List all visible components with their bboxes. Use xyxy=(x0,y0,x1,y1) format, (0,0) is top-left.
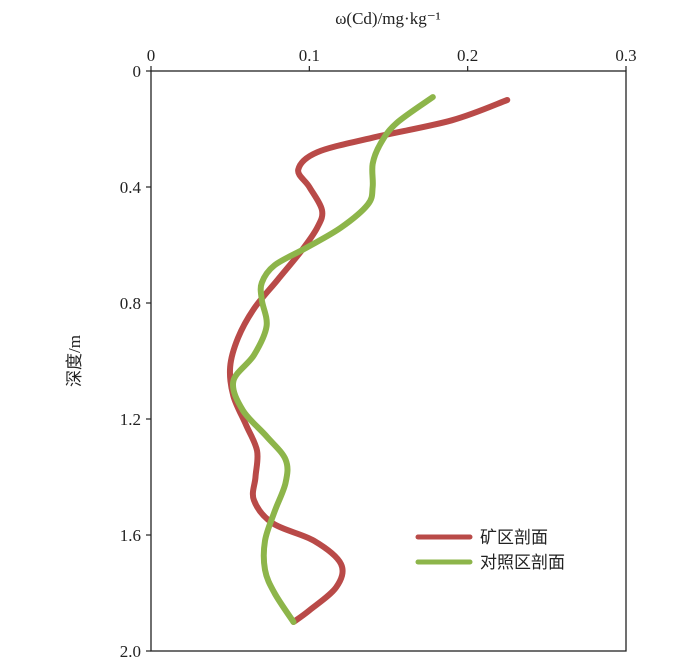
y-tick-label: 1.2 xyxy=(120,410,141,429)
y-tick-label: 2.0 xyxy=(120,642,141,661)
y-tick-label: 0 xyxy=(133,62,142,81)
y-axis-title: 深度/m xyxy=(65,335,84,387)
x-axis-ticks: 0 0.1 0.2 0.3 xyxy=(147,46,637,71)
y-tick-label: 0.4 xyxy=(120,178,142,197)
x-tick-label: 0 xyxy=(147,46,156,65)
x-tick-label: 0.2 xyxy=(457,46,478,65)
series-line-control-profile xyxy=(229,94,436,625)
x-tick-label: 0.1 xyxy=(299,46,320,65)
series-line-mining-profile xyxy=(226,97,511,625)
legend-label-control: 对照区剖面 xyxy=(480,553,565,573)
legend: 矿区剖面 对照区剖面 xyxy=(415,528,565,573)
y-tick-label: 1.6 xyxy=(120,526,141,545)
x-axis-title: ω(Cd)/mg·kg⁻¹ xyxy=(335,9,441,28)
y-axis-ticks: 0 0.4 0.8 1.2 1.6 2.0 xyxy=(120,62,151,661)
legend-label-mining: 矿区剖面 xyxy=(480,528,548,548)
plot-frame xyxy=(150,70,627,652)
x-tick-label: 0.3 xyxy=(615,46,636,65)
y-tick-label: 0.8 xyxy=(120,294,141,313)
series-layer xyxy=(226,94,511,625)
